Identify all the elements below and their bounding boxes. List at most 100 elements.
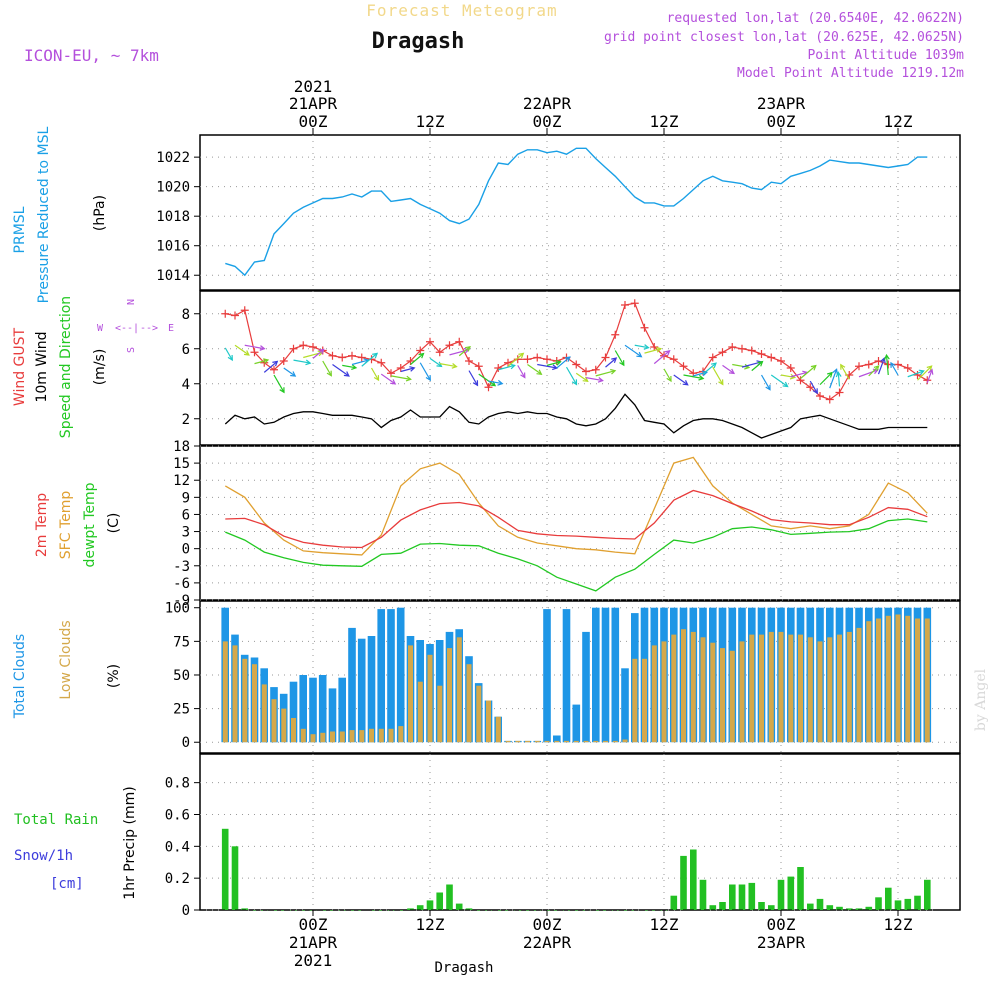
low-cloud-bar bbox=[612, 740, 618, 743]
gust-marker bbox=[816, 392, 824, 400]
low-cloud-bar bbox=[515, 740, 521, 743]
svg-text:-->: --> bbox=[140, 323, 158, 334]
low-cloud-bar bbox=[466, 664, 472, 743]
wind-arrow-head bbox=[243, 350, 250, 356]
bottom-axis-hour: 00Z bbox=[299, 915, 328, 934]
rain-bar bbox=[446, 884, 453, 910]
low-cloud-bar bbox=[349, 730, 355, 743]
gust-marker bbox=[591, 365, 600, 374]
wind-ytick-label: 2 bbox=[182, 412, 190, 428]
wind-arrow-head bbox=[765, 384, 771, 391]
low-cloud-bar bbox=[398, 726, 404, 743]
low-cloud-bar bbox=[603, 740, 608, 743]
wind-arrow-head bbox=[666, 375, 672, 383]
wind-arrow-head bbox=[890, 361, 896, 368]
clouds-unit: (%) bbox=[106, 664, 122, 688]
compass-icon: W <-- | --> E N S bbox=[97, 299, 174, 353]
wind-arrow bbox=[283, 367, 296, 377]
gust-marker bbox=[270, 365, 278, 374]
svg-text:|: | bbox=[133, 323, 139, 334]
total-cloud-bar bbox=[562, 609, 571, 743]
wind-arrow bbox=[722, 364, 735, 374]
wind-arrow bbox=[234, 344, 250, 356]
wind-arrow bbox=[634, 344, 649, 349]
wind-arrow-head bbox=[318, 348, 325, 355]
temp-sfc-label: SFC Temp bbox=[58, 491, 74, 560]
rain-bar bbox=[465, 908, 473, 910]
gust-marker bbox=[406, 357, 415, 365]
wind-arrow bbox=[829, 369, 838, 389]
temp-dewpt-label: dewpt Temp bbox=[82, 482, 98, 567]
wind-arrow-head bbox=[263, 358, 270, 364]
rain-bar bbox=[787, 876, 795, 910]
rain-bar bbox=[299, 910, 307, 911]
wind-arrow-head bbox=[305, 359, 312, 366]
gust-marker bbox=[582, 367, 590, 376]
wind-arrow-head bbox=[472, 380, 479, 387]
low-cloud-bar bbox=[749, 634, 755, 743]
wind-arrow bbox=[293, 359, 311, 364]
gust-marker bbox=[835, 388, 844, 397]
wind-arrow bbox=[751, 361, 763, 372]
bottom-axis-hour: 00Z bbox=[533, 915, 562, 934]
low-cloud-bar bbox=[729, 650, 735, 743]
pressure-ytick-label: 1020 bbox=[156, 180, 190, 196]
precip-snow-label: Snow/1h bbox=[14, 848, 73, 864]
wind-arrow bbox=[507, 352, 524, 367]
wind-arrow bbox=[673, 374, 689, 386]
low-cloud-bar bbox=[866, 621, 872, 743]
gust-marker bbox=[289, 344, 298, 353]
low-cloud-bar bbox=[252, 664, 257, 743]
wind-gust-label: Wind GUST bbox=[12, 327, 28, 406]
wind-arrow-head bbox=[259, 345, 266, 351]
gust-marker bbox=[435, 348, 444, 357]
model-altitude: Model Point Altitude 1219.12m bbox=[737, 66, 964, 81]
gust-marker bbox=[767, 353, 776, 362]
clouds-ytick-label: 75 bbox=[173, 634, 190, 650]
wind-arrow-head bbox=[536, 369, 543, 376]
svg-text:<--: <-- bbox=[115, 323, 133, 334]
dewpt-line bbox=[225, 518, 928, 592]
low-cloud-bar bbox=[681, 629, 686, 743]
top-axis-year: 2021 bbox=[294, 77, 333, 96]
gust-marker bbox=[523, 355, 532, 364]
gust-marker bbox=[630, 299, 639, 308]
wind-arrow-head bbox=[643, 344, 650, 350]
low-cloud-bar bbox=[671, 634, 677, 743]
rain-bar bbox=[621, 910, 629, 911]
wind-arrow-head bbox=[810, 364, 817, 371]
gust-marker bbox=[757, 350, 766, 358]
low-cloud-bar bbox=[427, 654, 433, 743]
precip-rain-label: Total Rain bbox=[14, 812, 98, 828]
wind-arrow bbox=[877, 357, 885, 375]
total-cloud-bar bbox=[367, 636, 376, 743]
clouds-ytick-label: 25 bbox=[173, 702, 190, 718]
rain-bar bbox=[816, 898, 824, 910]
precip-ytick-label: 0.2 bbox=[165, 871, 190, 887]
top-axis-date: 23APR bbox=[757, 94, 806, 113]
wind-arrow bbox=[478, 373, 496, 387]
low-cloud-bar bbox=[807, 637, 813, 743]
wind-arrow-head bbox=[272, 360, 279, 367]
low-cloud-bar bbox=[554, 740, 560, 743]
wind-arrow-head bbox=[509, 363, 516, 370]
panel-grids bbox=[194, 135, 960, 911]
wind-arrow-head bbox=[343, 371, 350, 377]
low-cloud-bar bbox=[710, 642, 716, 743]
temp-ytick-label: 6 bbox=[182, 507, 190, 523]
temp-2m-label: 2m Temp bbox=[34, 493, 50, 557]
wind-arrow bbox=[683, 374, 704, 380]
wind-arrow-head bbox=[497, 379, 504, 386]
low-cloud-bar bbox=[788, 634, 794, 743]
rain-bar bbox=[914, 895, 921, 910]
wind-arrow-head bbox=[418, 352, 425, 359]
low-cloud-bar bbox=[291, 718, 296, 743]
wind-arrow bbox=[809, 380, 818, 394]
rain-bar bbox=[738, 884, 746, 910]
rain-bar bbox=[329, 910, 336, 911]
rain-bar bbox=[875, 897, 882, 910]
precip-ytick-label: 0 bbox=[182, 903, 190, 919]
wind-10m-label: 10m Wind bbox=[34, 331, 50, 402]
precip-cm-label: [cm] bbox=[50, 876, 84, 892]
low-cloud-bar bbox=[700, 637, 706, 743]
